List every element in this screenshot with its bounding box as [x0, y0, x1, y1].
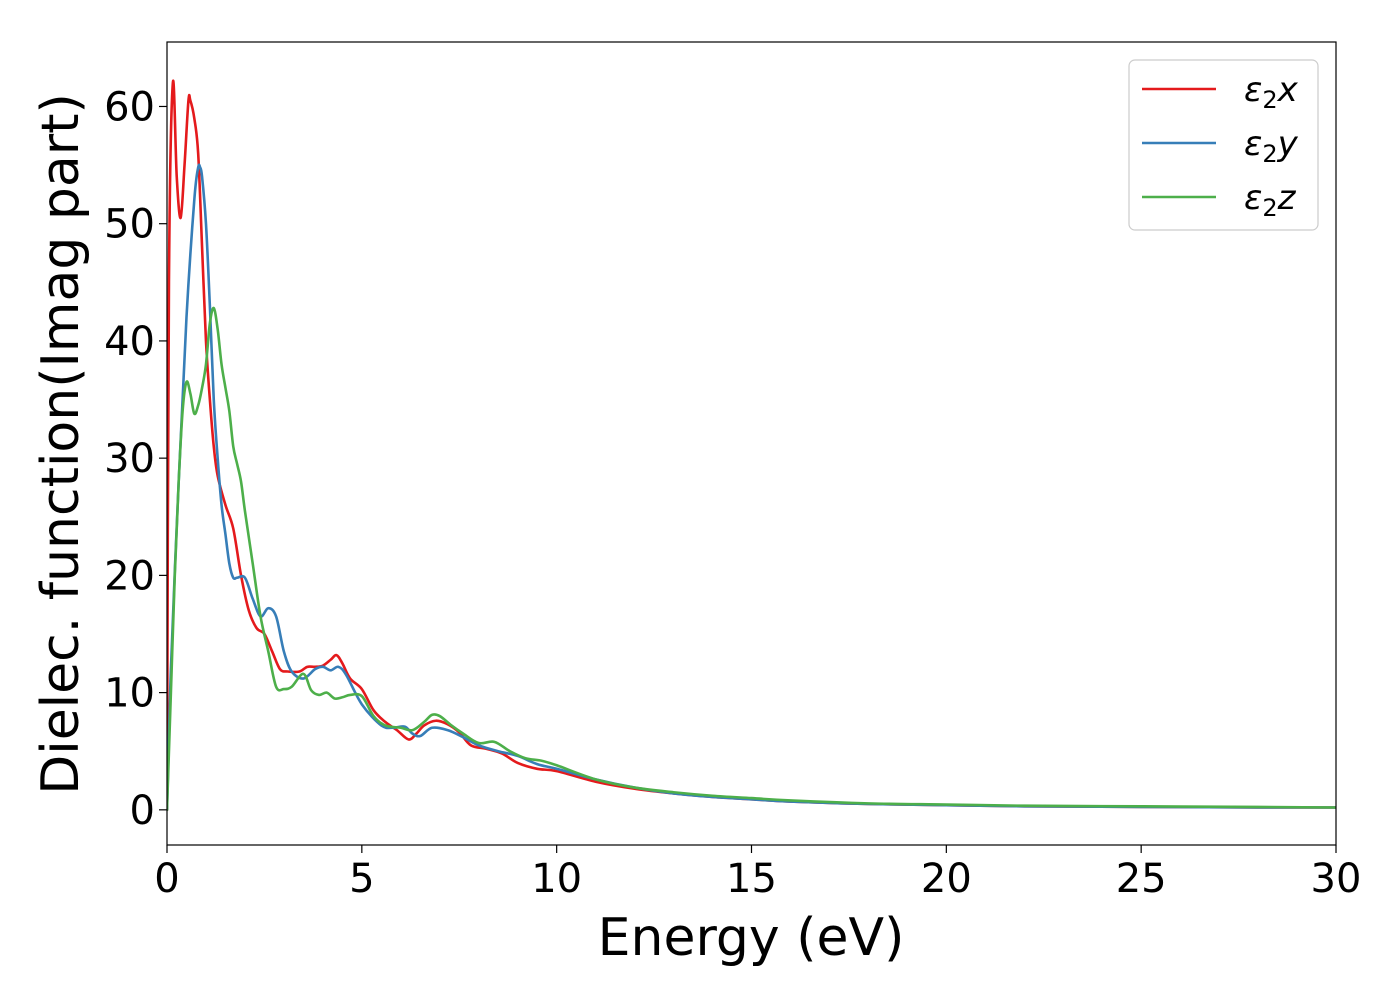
- x-tick-label: 0: [154, 856, 179, 902]
- x-tick-label: 30: [1311, 856, 1362, 902]
- series-line-z: [167, 306, 1336, 812]
- y-tick-label: 40: [104, 319, 155, 365]
- y-axis-label: Dielec. function(Imag part): [31, 93, 91, 795]
- x-tick-label: 25: [1116, 856, 1167, 902]
- x-tick-label: 20: [921, 856, 972, 902]
- y-tick-label: 10: [104, 671, 155, 717]
- legend-label-x: ε2x: [1244, 70, 1299, 114]
- y-axis-ticks: 0 10 20 30 40 50 60: [104, 84, 167, 834]
- legend-box: [1128, 59, 1319, 231]
- x-tick-label: 10: [531, 856, 582, 902]
- legend-label-y: ε2y: [1244, 124, 1299, 168]
- x-axis-ticks: 0 5 10 15 20 25 30: [154, 845, 1361, 902]
- series-layer: [167, 79, 1336, 812]
- y-tick-label: 60: [104, 84, 155, 130]
- y-tick-label: 50: [104, 202, 155, 248]
- x-tick-label: 15: [726, 856, 777, 902]
- x-tick-label: 5: [349, 856, 374, 902]
- y-tick-label: 30: [104, 436, 155, 482]
- legend-label-z: ε2z: [1244, 178, 1297, 222]
- y-tick-label: 20: [104, 553, 155, 599]
- x-axis-label: Energy (eV): [598, 908, 905, 968]
- y-tick-label: 0: [130, 788, 155, 834]
- legend: ε2x ε2y ε2z: [1128, 59, 1319, 231]
